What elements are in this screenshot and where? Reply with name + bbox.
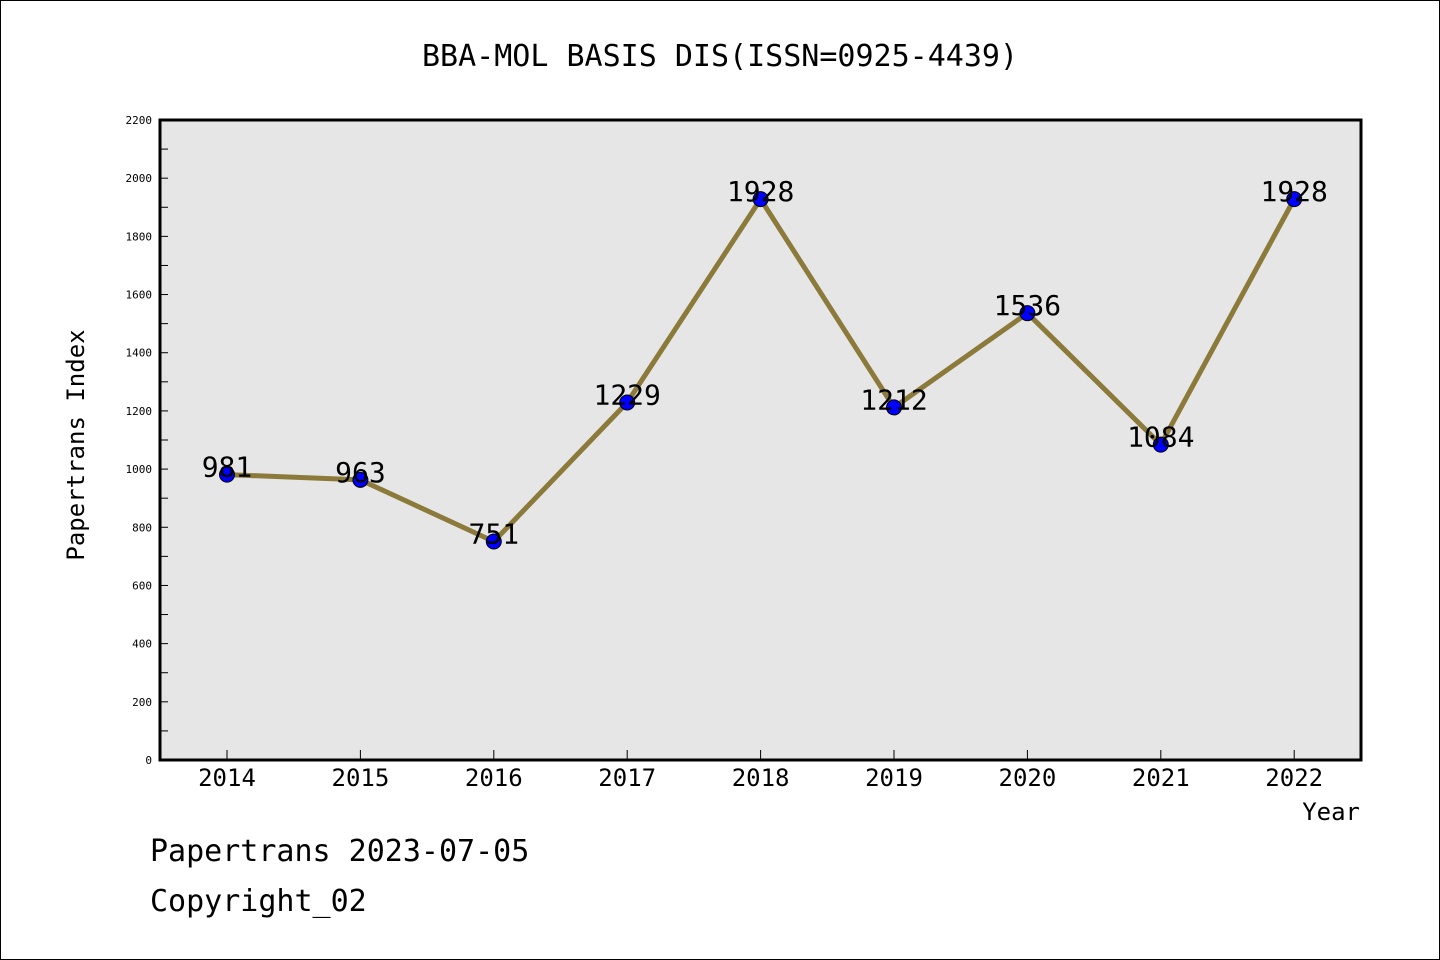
data-point <box>619 394 636 411</box>
data-label: 1928 <box>727 175 794 208</box>
series-line-group <box>219 191 1303 550</box>
x-tick-label: 2018 <box>732 764 790 792</box>
y-tick-label: 400 <box>132 638 152 651</box>
data-label: 1084 <box>1127 421 1194 454</box>
x-tick-label: 2017 <box>598 764 656 792</box>
y-tick-label: 1800 <box>126 230 153 243</box>
data-labels: 981 963 751 1229 1928 1212 1536 1084 1928 <box>202 175 1328 550</box>
data-label: 1212 <box>860 383 927 416</box>
x-axis: 2014 2015 2016 2017 2018 2019 2020 2021 2022 <box>198 750 1323 792</box>
x-tick-label: 2020 <box>999 764 1057 792</box>
data-point <box>1286 191 1303 208</box>
data-label: 1229 <box>593 378 660 411</box>
y-tick-label: 1200 <box>126 405 153 418</box>
y-tick-label: 0 <box>145 754 152 767</box>
data-label: 751 <box>469 518 520 551</box>
y-tick-label: 600 <box>132 579 152 592</box>
y-tick-label: 1600 <box>126 289 153 302</box>
data-label: 1928 <box>1260 175 1327 208</box>
footer-copyright: Copyright_02 <box>150 884 367 919</box>
data-label: 981 <box>202 451 253 484</box>
data-point <box>352 471 369 488</box>
x-tick-label: 2021 <box>1132 764 1190 792</box>
footer-date: Papertrans 2023-07-05 <box>150 834 530 869</box>
data-point <box>219 466 235 483</box>
y-tick-label: 200 <box>132 696 152 709</box>
data-label: 1536 <box>994 289 1061 322</box>
x-tick-label: 2014 <box>198 764 256 792</box>
data-label: 963 <box>335 456 386 489</box>
x-tick-label: 2022 <box>1265 764 1323 792</box>
data-point <box>1152 436 1169 453</box>
data-point <box>485 533 502 550</box>
y-axis: 0 200 400 600 800 1000 1200 1400 1600 1800 2000 220… <box>126 114 168 767</box>
y-tick-label: 800 <box>132 521 152 534</box>
x-tick-label: 2015 <box>332 764 390 792</box>
y-tick-label: 1000 <box>126 463 153 476</box>
data-point <box>752 191 769 208</box>
x-tick-label: 2019 <box>865 764 923 792</box>
y-axis-title: Papertrans Index <box>62 329 90 560</box>
y-tick-label: 2200 <box>126 114 153 127</box>
data-point <box>886 399 902 416</box>
x-axis-title: Year <box>1302 798 1360 826</box>
y-tick-label: 2000 <box>126 172 153 185</box>
data-point <box>1019 305 1036 322</box>
y-tick-label: 1400 <box>126 347 153 360</box>
x-tick-label: 2016 <box>465 764 523 792</box>
chart-title: BBA-MOL BASIS DIS(ISSN=0925-4439) <box>422 39 1018 74</box>
